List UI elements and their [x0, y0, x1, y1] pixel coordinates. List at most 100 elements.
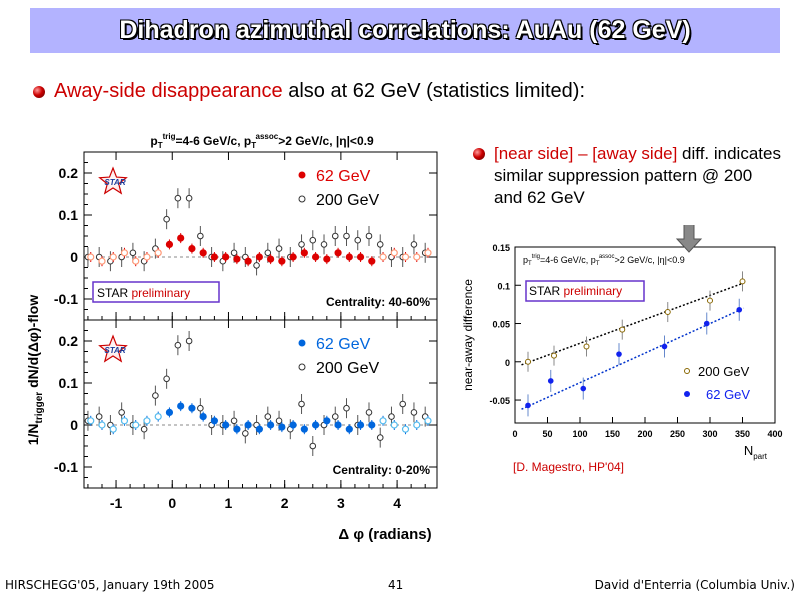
point-62gev — [424, 417, 432, 425]
legend-marker-62 — [298, 171, 306, 179]
point-62gev — [98, 257, 106, 265]
x-tick-label: 150 — [605, 429, 620, 439]
point-200gev — [525, 358, 531, 365]
bullet-icon — [33, 86, 45, 98]
near-away-figure: 0.15 0.1 0.05 0 -0.05 0 50 100 150 200 250 300 350 40… — [461, 225, 783, 474]
near-away-plot: 0.15 0.1 0.05 0 -0.05 0 50 100 150 200 250 300 350 40… — [461, 225, 783, 474]
right-x-axis-label: Npart — [744, 443, 768, 461]
legend-marker-200 — [298, 363, 306, 371]
x-tick-label: 50 — [542, 429, 552, 439]
point-200gev — [365, 409, 373, 416]
point-200gev — [118, 409, 125, 416]
point-62gev — [368, 421, 376, 429]
point-200gev — [174, 341, 182, 349]
point-62gev — [109, 425, 117, 433]
point-62gev — [703, 320, 710, 327]
point-62gev — [401, 425, 410, 433]
x-axis-label: Δ φ (radians) — [338, 526, 431, 543]
x-tick-label: 400 — [767, 429, 782, 439]
point-62gev — [580, 385, 587, 392]
point-200gev — [320, 241, 328, 248]
point-200gev — [619, 326, 626, 333]
point-200gev — [230, 417, 238, 425]
plot-panel-top: 0.2 0.1 0 -0.1 62 GeV 200 GeV STAR Centrality: … — [54, 151, 438, 321]
point-200gev — [707, 297, 713, 304]
point-200gev — [174, 194, 182, 202]
point-62gev — [267, 255, 275, 263]
point-62gev — [323, 417, 331, 425]
x-tick-label: -1 — [110, 495, 123, 511]
point-62gev — [334, 249, 342, 257]
title-bar: Dihadron azimuthal correlations: AuAu (6… — [30, 8, 780, 53]
y-tick-label: 0 — [505, 358, 510, 368]
point-62gev — [222, 253, 230, 261]
point-62gev — [154, 249, 162, 257]
point-62gev — [210, 253, 219, 261]
preliminary-box — [525, 280, 645, 302]
point-62gev — [177, 402, 185, 410]
point-62gev — [401, 253, 410, 261]
star-logo-icon — [98, 166, 128, 195]
point-200gev — [242, 430, 249, 437]
point-62gev — [334, 421, 342, 429]
point-200gev — [298, 400, 305, 408]
x-tick-label: 100 — [572, 429, 587, 439]
point-62gev — [199, 413, 207, 421]
x-tick-label: 3 — [337, 495, 345, 511]
point-62gev — [267, 421, 275, 429]
point-62gev — [413, 421, 421, 429]
point-200gev — [399, 400, 407, 408]
legend-marker-200 — [684, 368, 690, 374]
point-62gev — [413, 253, 421, 261]
point-200gev — [275, 417, 283, 425]
down-arrow-icon — [675, 225, 703, 253]
point-200gev — [197, 232, 204, 240]
y-tick-label: -0.05 — [489, 396, 510, 406]
footer-page-number: 41 — [388, 578, 404, 592]
fit-line-200 — [521, 282, 745, 366]
point-62gev — [345, 253, 353, 261]
legend-label-200: 200 GeV — [316, 192, 379, 209]
point-62gev — [300, 425, 308, 433]
point-62gev — [210, 417, 219, 425]
point-62gev — [379, 253, 387, 261]
point-200gev — [298, 241, 305, 248]
point-200gev — [410, 241, 418, 248]
y-tick-label: 0 — [70, 417, 78, 433]
point-62gev — [661, 343, 668, 350]
x-tick-label: 0 — [512, 429, 517, 439]
point-62gev — [143, 253, 151, 261]
point-200gev — [152, 392, 159, 399]
right-y-axis-label: near-away difference — [461, 279, 475, 391]
point-62gev — [98, 421, 106, 429]
x-tick-label: 300 — [702, 429, 717, 439]
y-tick-label: 0.05 — [492, 320, 510, 330]
point-200gev — [163, 375, 170, 383]
x-tick-label: 4 — [393, 495, 401, 511]
star-logo-icon — [98, 334, 128, 363]
legend-marker-62 — [684, 391, 690, 397]
y-tick-label: 0.2 — [59, 165, 79, 181]
point-200gev — [354, 236, 362, 244]
bullet-text-1: Away-side disappearance also at 62 GeV (… — [54, 80, 585, 103]
preliminary-box — [92, 281, 220, 303]
point-200gev — [331, 232, 339, 240]
point-200gev — [376, 434, 384, 441]
legend-label-200: 200 GeV — [698, 364, 750, 379]
footer-left: HIRSCHEGG'05, January 19th 2005 — [5, 578, 215, 592]
point-62gev — [525, 402, 531, 409]
right-plot-title: pTtrig=4-6 GeV/c, pTassoc>2 GeV/c, |η|<0… — [523, 254, 685, 267]
point-62gev — [255, 253, 263, 261]
point-62gev — [356, 253, 365, 261]
x-tick-label: 2 — [281, 495, 289, 511]
correlation-figure: pTtrig=4-6 GeV/c, pTassoc>2 GeV/c, |η|<0… — [25, 132, 438, 543]
point-62gev — [289, 253, 297, 261]
point-62gev — [356, 421, 365, 429]
y-tick-label: 0.2 — [59, 333, 79, 349]
preliminary-label: STAR preliminary — [97, 286, 190, 300]
centrality-label: Centrality: 0-20% — [333, 463, 431, 477]
point-62gev — [736, 306, 743, 313]
reference-label: [D. Magestro, HP'04] — [513, 460, 624, 474]
legend-label-62: 62 GeV — [316, 336, 371, 353]
point-62gev — [120, 249, 129, 257]
